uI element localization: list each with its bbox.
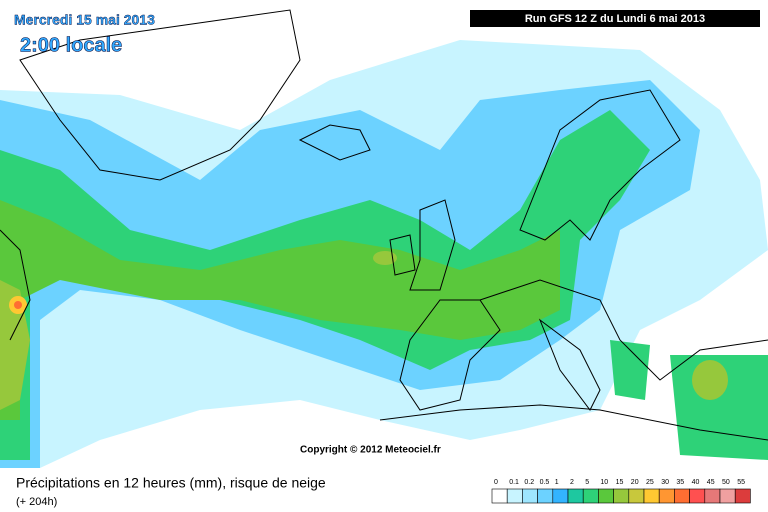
footer-title: Précipitations en 12 heures (mm), risque… <box>16 475 326 491</box>
legend-label: 55 <box>737 479 745 486</box>
legend-swatch <box>734 488 751 504</box>
date-label: Mercredi 15 mai 2013 <box>14 12 155 28</box>
coastlines <box>0 9 768 441</box>
legend-label: 45 <box>707 479 715 486</box>
run-label: Run GFS 12 Z du Lundi 6 mai 2013 <box>525 13 705 25</box>
legend-label: 10 <box>600 479 608 486</box>
legend-label: 40 <box>692 479 700 486</box>
legend: 0 0.1 0.2 0.5 1 2 5 10 15 20 25 30 35 40 45 50 55 <box>491 479 751 504</box>
legend-swatch <box>613 488 630 504</box>
legend-swatch <box>658 488 675 504</box>
legend-swatch <box>628 488 645 504</box>
legend-swatch <box>704 488 721 504</box>
legend-label: 15 <box>616 479 624 486</box>
legend-swatch <box>552 488 569 504</box>
legend-swatch <box>674 488 690 504</box>
legend-label: 2 <box>570 479 574 486</box>
legend-label: 20 <box>631 479 639 486</box>
legend-swatch <box>598 488 614 504</box>
legend-swatch <box>522 488 538 504</box>
legend-label: 1 <box>555 479 559 486</box>
run-box <box>470 10 760 27</box>
legend-label: 0.5 <box>540 479 550 486</box>
legend-label: 25 <box>646 479 654 486</box>
legend-swatch <box>491 488 508 504</box>
precipitation-field <box>0 40 768 468</box>
legend-label: 5 <box>585 479 589 486</box>
legend-swatch <box>506 488 523 504</box>
legend-label: 30 <box>661 479 669 486</box>
legend-swatch <box>537 488 554 504</box>
legend-label: 0 <box>494 479 498 486</box>
copyright: Copyright © 2012 Meteociel.fr <box>300 445 441 456</box>
legend-swatch <box>689 488 706 504</box>
legend-label: 35 <box>676 479 684 486</box>
footer-lead: (+ 204h) <box>16 496 57 508</box>
legend-label: 50 <box>722 479 730 486</box>
legend-swatch <box>719 488 736 504</box>
legend-swatch <box>582 488 599 504</box>
legend-label: 0.2 <box>524 479 534 486</box>
legend-swatch <box>643 488 660 504</box>
legend-label: 0.1 <box>509 479 519 486</box>
legend-swatch <box>567 488 584 504</box>
time-label: 2:00 locale <box>20 34 122 56</box>
